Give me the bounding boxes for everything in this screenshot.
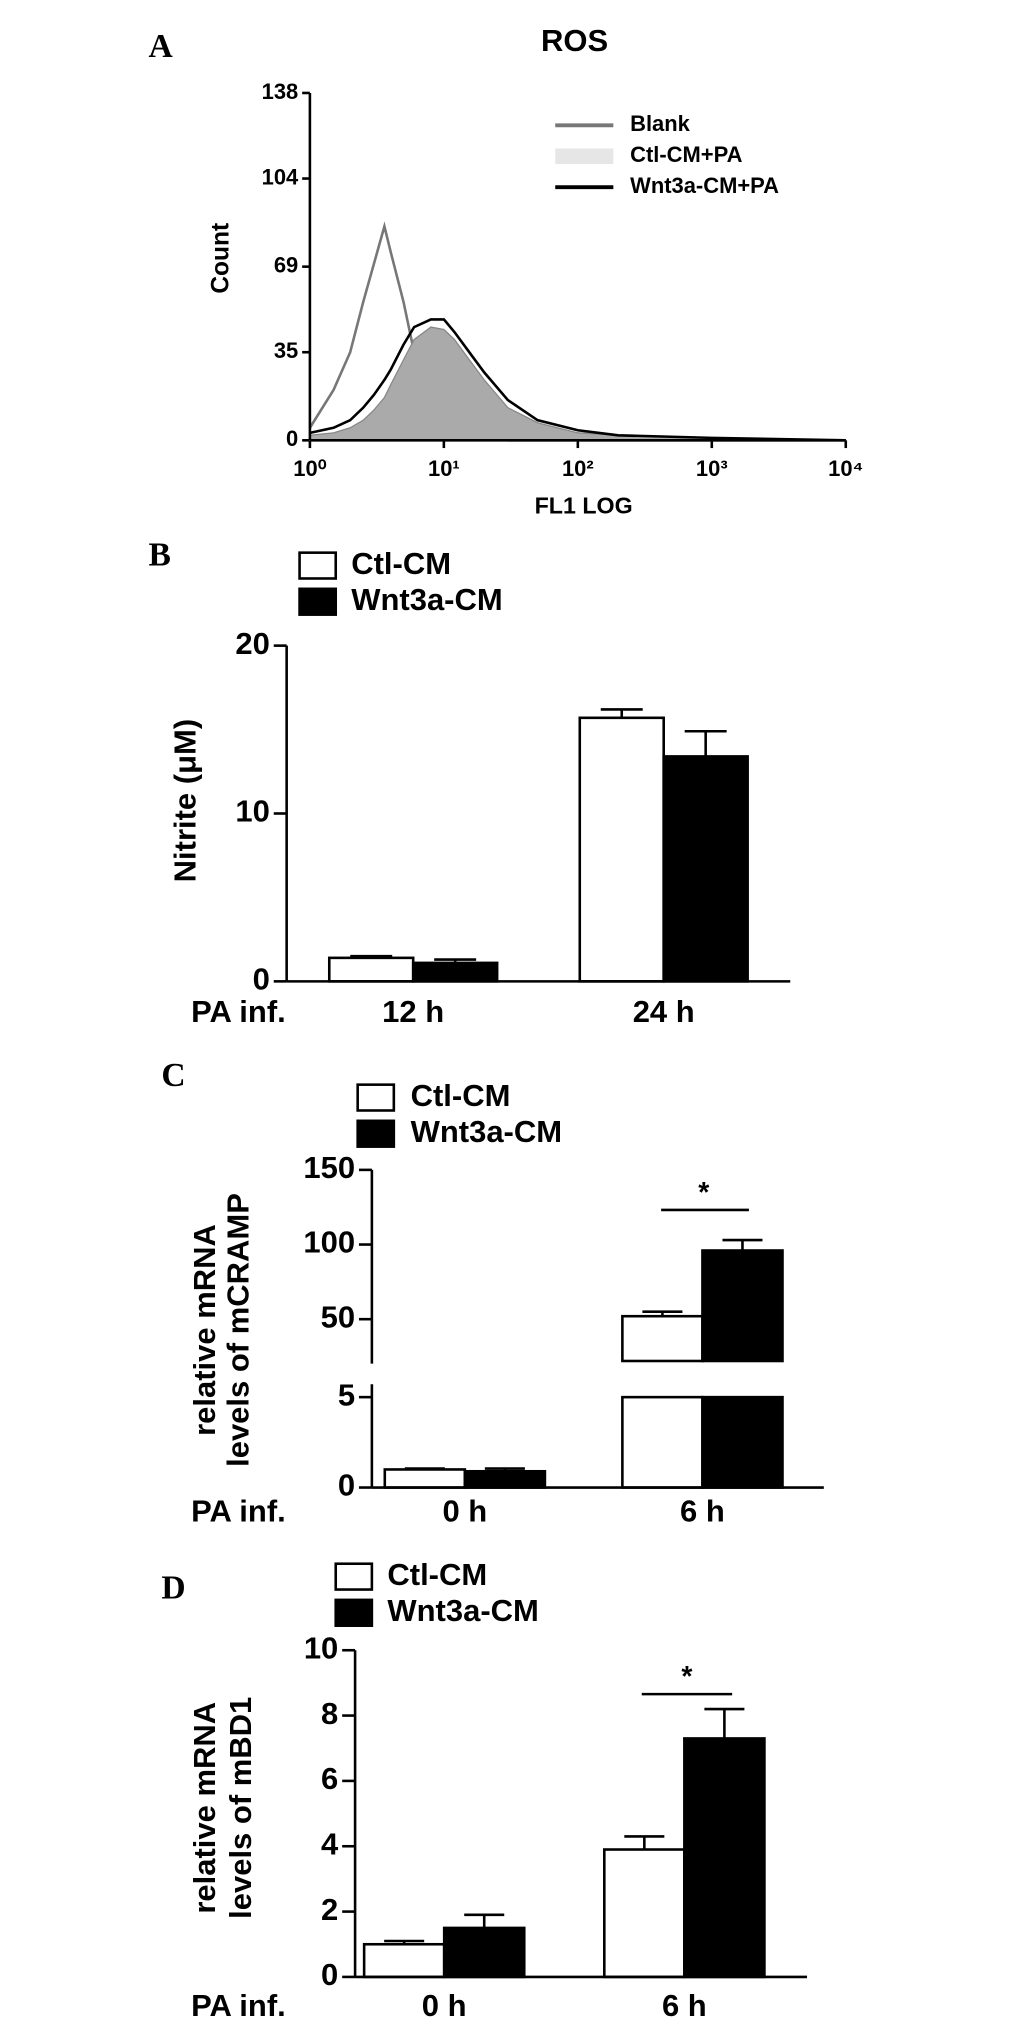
legend-label: Wnt3a-CM+PA — [630, 173, 779, 198]
bar — [578, 716, 665, 983]
error-bar — [684, 729, 727, 757]
chart-title: ROS — [541, 23, 608, 58]
line — [309, 318, 846, 442]
error-bar — [624, 1835, 665, 1850]
panel-letter: C — [161, 1057, 185, 1094]
error-bar — [464, 1913, 505, 1928]
y-tick-label: 10 — [235, 794, 269, 829]
y-tick-label: 0 — [253, 962, 270, 997]
error-bar — [404, 1467, 445, 1470]
bar — [701, 1395, 784, 1489]
y-tick-label: 8 — [321, 1696, 338, 1731]
y-axis-label: relative mRNA — [187, 1702, 222, 1914]
bar — [603, 1848, 686, 1979]
x-tick-label: 10² — [562, 456, 594, 481]
bar — [683, 1737, 766, 1979]
panel-letter: A — [148, 28, 172, 65]
y-axis-label: levels of mBD1 — [223, 1697, 258, 1919]
y-tick-label: 4 — [321, 1826, 339, 1861]
legend-label: Wnt3a-CM — [351, 582, 502, 617]
y-tick-label: 20 — [235, 626, 269, 661]
legend-swatch — [555, 148, 614, 164]
y-tick-label: 69 — [274, 252, 298, 277]
y-tick-label: 2 — [321, 1892, 338, 1927]
y-axis-label: Nitrite (μM) — [167, 719, 202, 883]
y-tick-label: 104 — [262, 164, 299, 189]
y-tick-label: 150 — [303, 1150, 355, 1185]
legend-swatch — [356, 1119, 396, 1148]
legend-label: Ctl-CM — [351, 546, 451, 581]
bar — [701, 1249, 784, 1363]
x-tick-label: 0 h — [422, 1988, 467, 2023]
bar — [362, 1942, 446, 1979]
bar — [621, 1314, 704, 1363]
area — [309, 326, 846, 441]
bar — [662, 755, 749, 983]
annotation: * — [698, 1177, 710, 1209]
y-tick-label: 50 — [321, 1299, 355, 1334]
y-tick-label: 138 — [262, 79, 299, 104]
annotation: * — [681, 1661, 693, 1693]
y-tick-label: 6 — [321, 1761, 338, 1796]
x-tick-label: 10¹ — [428, 456, 460, 481]
y-tick-label: 0 — [321, 1957, 338, 1992]
legend-swatch — [298, 587, 338, 616]
legend-swatch — [334, 1562, 374, 1591]
y-tick-label: 10 — [304, 1630, 338, 1665]
bar — [327, 956, 415, 983]
bar — [383, 1468, 467, 1489]
x-axis-label: PA inf. — [191, 1988, 286, 2023]
bar — [442, 1926, 526, 1979]
legend-swatch — [334, 1598, 374, 1627]
bar — [463, 1469, 547, 1489]
bar — [411, 961, 499, 983]
y-tick-label: 5 — [338, 1377, 355, 1412]
x-axis-label: PA inf. — [191, 994, 286, 1029]
panel-letter: B — [148, 537, 170, 574]
x-tick-label: 12 h — [382, 994, 444, 1029]
error-bar — [484, 1467, 525, 1472]
x-tick-label: 10⁴ — [828, 456, 863, 481]
x-tick-label: 24 h — [633, 994, 695, 1029]
x-tick-label: 10⁰ — [293, 456, 326, 481]
x-tick-label: 10³ — [696, 456, 728, 481]
error-bar — [350, 954, 393, 958]
legend-label: Ctl-CM+PA — [630, 142, 742, 167]
error-bar — [722, 1238, 763, 1251]
y-tick-label: 0 — [286, 426, 298, 451]
legend-label: Ctl-CM — [387, 1557, 487, 1592]
y-tick-label: 100 — [303, 1225, 355, 1260]
legend-label: Blank — [630, 111, 691, 136]
x-tick-label: 0 h — [442, 1494, 487, 1529]
y-axis-label: Count — [208, 223, 235, 294]
y-tick-label: 0 — [338, 1468, 355, 1503]
error-bar — [434, 958, 477, 963]
panel-letter: D — [161, 1570, 185, 1607]
legend-swatch — [298, 551, 338, 580]
x-axis-label: FL1 LOG — [535, 493, 633, 519]
y-tick-label: 35 — [274, 338, 298, 363]
y-axis-label: relative mRNA — [187, 1224, 222, 1436]
error-bar — [642, 1310, 683, 1317]
x-tick-label: 6 h — [680, 1494, 725, 1529]
legend-swatch — [356, 1083, 396, 1112]
legend-label: Wnt3a-CM — [387, 1593, 538, 1628]
bar — [621, 1395, 704, 1489]
y-axis-label: levels of mCRAMP — [220, 1193, 255, 1467]
legend-label: Ctl-CM — [411, 1078, 511, 1113]
error-bar — [704, 1707, 745, 1739]
x-axis-label: PA inf. — [191, 1494, 286, 1529]
legend-label: Wnt3a-CM — [411, 1114, 562, 1149]
x-tick-label: 6 h — [662, 1988, 707, 2023]
error-bar — [384, 1939, 425, 1945]
error-bar — [600, 708, 643, 718]
